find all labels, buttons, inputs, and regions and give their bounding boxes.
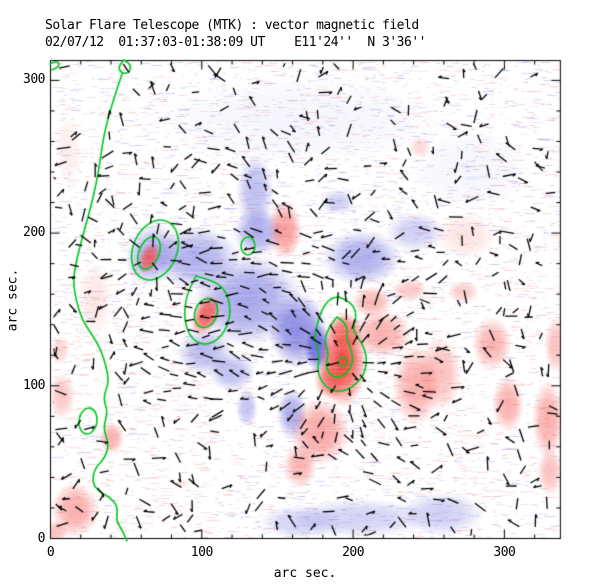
y-tick-label: 100 — [23, 377, 45, 393]
y-axis-label: arc sec. — [5, 268, 21, 332]
plot-title: Solar Flare Telescope (MTK) : vector mag… — [45, 18, 419, 33]
x-tick-label: 300 — [493, 545, 516, 560]
y-tick-label: 0 — [37, 530, 46, 546]
x-tick-label: 100 — [190, 545, 213, 560]
y-tick-label: 300 — [23, 72, 45, 88]
y-tick-label: 200 — [23, 225, 45, 241]
plot-subtitle: 02/07/12 01:37:03-01:38:09 UT E11'24'' N… — [45, 35, 427, 50]
x-tick-label: 0 — [46, 545, 55, 560]
x-axis-label: arc sec. — [273, 566, 337, 581]
x-tick-label: 200 — [342, 545, 365, 560]
